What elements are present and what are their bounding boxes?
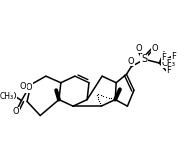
Text: O: O bbox=[13, 107, 19, 116]
Text: S: S bbox=[141, 54, 147, 64]
Text: O: O bbox=[128, 57, 134, 66]
Text: O: O bbox=[9, 92, 16, 101]
Text: CF₃: CF₃ bbox=[161, 59, 175, 68]
Text: CH₃: CH₃ bbox=[0, 92, 14, 101]
Text: O: O bbox=[135, 43, 142, 53]
Text: F: F bbox=[162, 53, 166, 62]
Text: F: F bbox=[166, 66, 171, 75]
Text: O: O bbox=[26, 83, 32, 92]
Text: F: F bbox=[171, 52, 176, 61]
Text: O: O bbox=[20, 82, 26, 91]
Text: O: O bbox=[13, 107, 19, 116]
Text: O: O bbox=[151, 43, 158, 53]
